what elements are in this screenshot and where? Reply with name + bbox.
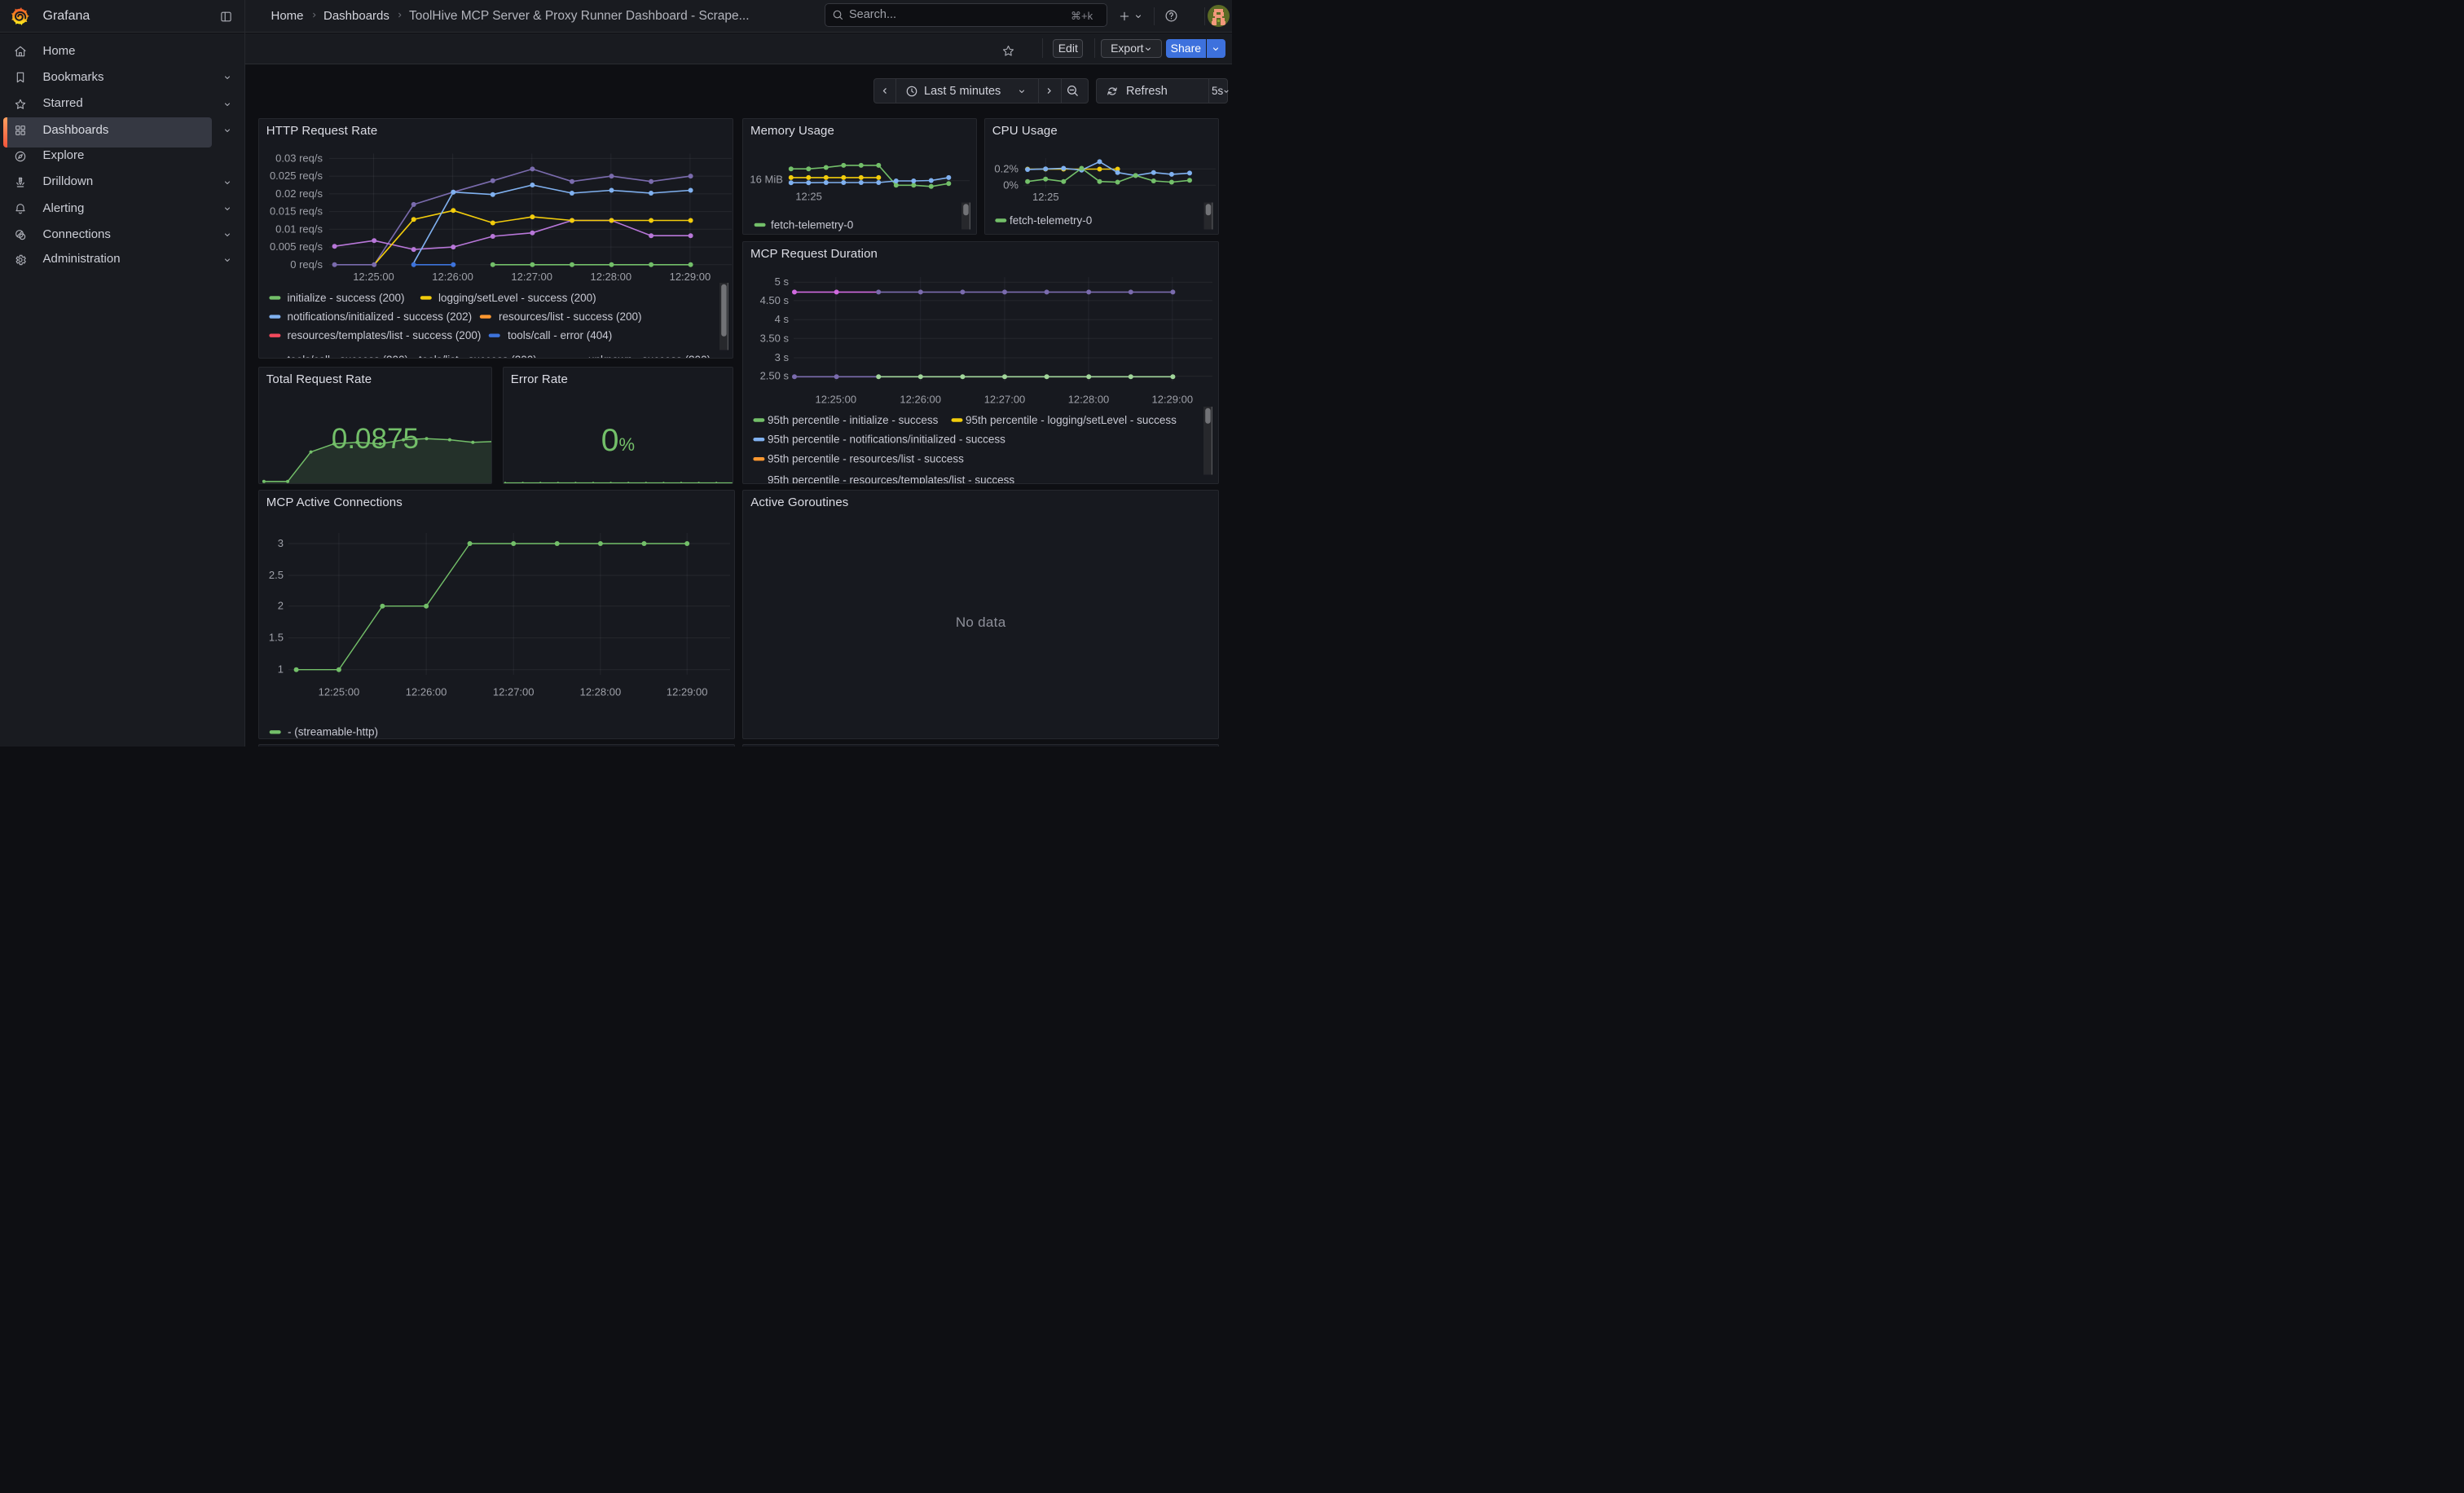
svg-text:12:25: 12:25 (795, 190, 822, 202)
svg-text:tools/list - success (200): tools/list - success (200) (419, 354, 537, 359)
svg-text:3: 3 (278, 537, 284, 549)
svg-text:12:27:00: 12:27:00 (511, 271, 552, 283)
svg-text:tools/call - success (200): tools/call - success (200) (287, 354, 408, 359)
svg-text:12:28:00: 12:28:00 (579, 685, 621, 698)
svg-text:12:29:00: 12:29:00 (669, 271, 711, 283)
svg-text:resources/templates/list - suc: resources/templates/list - success (200) (287, 329, 481, 341)
svg-text:12:27:00: 12:27:00 (493, 685, 535, 698)
svg-text:0.015 req/s: 0.015 req/s (270, 205, 323, 217)
svg-text:2: 2 (278, 599, 284, 611)
svg-text:fetch-telemetry-0: fetch-telemetry-0 (1010, 214, 1092, 226)
svg-text:- (streamable-http): - (streamable-http) (288, 725, 378, 738)
svg-text:12:26:00: 12:26:00 (432, 271, 473, 283)
svg-text:0.005 req/s: 0.005 req/s (270, 240, 323, 253)
svg-text:0%: 0% (1003, 178, 1019, 191)
svg-text:2.5: 2.5 (269, 569, 284, 581)
svg-text:3.50 s: 3.50 s (760, 333, 790, 345)
svg-text:initialize - success (200): initialize - success (200) (287, 291, 404, 303)
svg-text:12:26:00: 12:26:00 (406, 685, 447, 698)
svg-text:0.025 req/s: 0.025 req/s (270, 170, 323, 182)
svg-text:5 s: 5 s (775, 276, 790, 288)
svg-text:12:28:00: 12:28:00 (590, 271, 631, 283)
svg-text:3 s: 3 s (775, 351, 790, 363)
svg-text:95th percentile - resources/te: 95th percentile - resources/templates/li… (768, 474, 1014, 484)
svg-text:12:26:00: 12:26:00 (900, 394, 941, 406)
svg-text:95th percentile - initialize -: 95th percentile - initialize - success (768, 414, 939, 426)
svg-text:95th percentile - notification: 95th percentile - notifications/initiali… (768, 434, 1005, 446)
svg-text:4.50 s: 4.50 s (760, 294, 790, 306)
svg-text:12:25: 12:25 (1032, 191, 1059, 203)
svg-text:1: 1 (278, 663, 284, 675)
svg-text:12:29:00: 12:29:00 (1151, 394, 1193, 406)
svg-text:16 MiB: 16 MiB (750, 173, 782, 185)
svg-text:tools/call - error (404): tools/call - error (404) (508, 329, 612, 341)
svg-text:logging/setLevel - success (20: logging/setLevel - success (200) (438, 291, 596, 303)
svg-text:4 s: 4 s (775, 313, 790, 325)
svg-text:95th percentile - logging/setL: 95th percentile - logging/setLevel - suc… (966, 414, 1177, 426)
svg-text:0 req/s: 0 req/s (290, 258, 323, 270)
svg-text:12:25:00: 12:25:00 (318, 685, 359, 698)
svg-text:12:27:00: 12:27:00 (984, 394, 1026, 406)
svg-text:0.01 req/s: 0.01 req/s (275, 222, 323, 235)
svg-text:resources/list - success (200): resources/list - success (200) (499, 310, 642, 323)
svg-text:0.03 req/s: 0.03 req/s (275, 152, 323, 164)
svg-text:0.2%: 0.2% (994, 162, 1019, 174)
svg-text:12:28:00: 12:28:00 (1068, 394, 1110, 406)
svg-text:notifications/initialized - su: notifications/initialized - success (202… (287, 310, 472, 323)
svg-text:0.02 req/s: 0.02 req/s (275, 187, 323, 199)
svg-text:unknown - success (200): unknown - success (200) (588, 354, 711, 359)
svg-text:12:25:00: 12:25:00 (353, 271, 394, 283)
svg-text:2.50 s: 2.50 s (760, 370, 790, 382)
svg-text:12:25:00: 12:25:00 (815, 394, 856, 406)
svg-text:95th percentile - resources/li: 95th percentile - resources/list - succe… (768, 453, 964, 465)
svg-text:12:29:00: 12:29:00 (667, 685, 708, 698)
svg-text:fetch-telemetry-0: fetch-telemetry-0 (771, 218, 853, 231)
svg-text:1.5: 1.5 (269, 631, 284, 643)
